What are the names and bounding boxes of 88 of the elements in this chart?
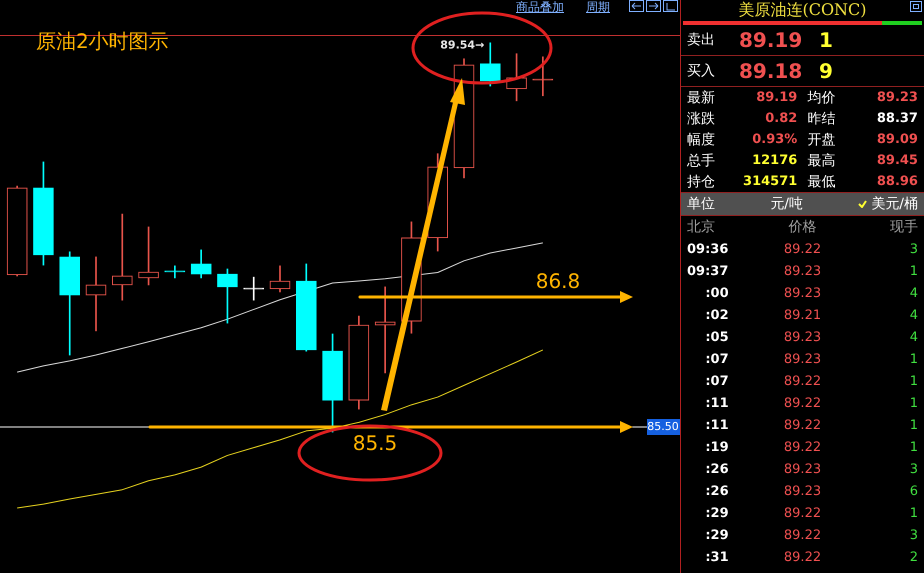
text: 4: [908, 330, 918, 344]
text: :05: [704, 330, 730, 344]
text: 现手: [890, 218, 918, 236]
text: 3: [908, 528, 918, 542]
text: :29: [704, 528, 730, 542]
text: 最低: [806, 172, 837, 190]
text: 商品叠加: [516, 0, 564, 16]
text: 89.09: [876, 132, 918, 147]
text: 09:36: [687, 242, 730, 256]
text: 2: [908, 550, 918, 564]
text: 12176: [751, 153, 798, 168]
text: 89.21: [782, 308, 822, 322]
text: 元/吨: [770, 195, 803, 213]
text: 买入: [687, 62, 716, 80]
text: 3: [908, 462, 918, 476]
candlestick: [138, 226, 159, 286]
text: :02: [704, 308, 730, 322]
text: 89.22: [782, 374, 822, 388]
chart-title: 原油2小时图示: [36, 28, 169, 55]
text: 4: [908, 286, 918, 300]
text: 09:37: [687, 264, 730, 278]
text: 1: [819, 28, 833, 52]
text: 总手: [687, 152, 716, 170]
text: 0.82: [764, 111, 798, 126]
annotation: 85.5: [352, 431, 398, 456]
text: 1: [908, 506, 918, 520]
text: :00: [704, 286, 730, 300]
candlestick: [217, 268, 238, 324]
text: 北京: [687, 218, 715, 236]
text: :19: [704, 440, 730, 454]
text: 最新: [687, 88, 716, 106]
text: 89.22: [782, 418, 822, 432]
text: 1: [908, 440, 918, 454]
text: :11: [704, 396, 730, 410]
text: 314571: [742, 174, 798, 189]
text: 89.18: [739, 59, 804, 83]
text: 1: [908, 418, 918, 432]
text: 美原油连(CONC): [737, 0, 868, 21]
text: 1: [908, 396, 918, 410]
text: 89.23: [876, 90, 918, 105]
text: 0.93%: [751, 132, 798, 147]
text: 89.23: [782, 352, 822, 366]
text: 持仓: [687, 172, 716, 190]
text: 4: [908, 308, 918, 322]
text: 3: [908, 242, 918, 256]
candlestick: [86, 256, 106, 332]
text: :11: [704, 418, 730, 432]
text: 昨结: [806, 110, 837, 128]
annotation: 86.8: [536, 269, 580, 294]
text: 最高: [806, 152, 837, 170]
annotation: 89.54→: [440, 38, 484, 52]
text: :26: [704, 484, 730, 498]
text: 单位: [687, 195, 715, 213]
text: :07: [704, 352, 730, 366]
text: 89.22: [782, 242, 822, 256]
text: 89.22: [782, 440, 822, 454]
text: 89.22: [782, 528, 822, 542]
text: 89.22: [782, 550, 822, 564]
text: 89.23: [782, 462, 822, 476]
text: :26: [704, 462, 730, 476]
text: 价格: [788, 218, 816, 236]
text: 88.37: [876, 111, 918, 126]
text: 89.23: [782, 264, 822, 278]
text: 89.23: [782, 484, 822, 498]
text: :29: [704, 506, 730, 520]
text: 89.19: [739, 28, 804, 52]
text: 幅度: [687, 130, 716, 148]
text: 美元/桶: [871, 195, 918, 213]
text: 1: [908, 264, 918, 278]
text: 89.45: [876, 153, 918, 168]
text: 89.23: [782, 286, 822, 300]
text: 9: [819, 59, 833, 83]
text: 卖出: [687, 31, 716, 49]
text: :31: [704, 550, 730, 564]
text: 89.23: [782, 330, 822, 344]
text: 1: [908, 352, 918, 366]
text: 1: [908, 374, 918, 388]
text: 开盘: [806, 130, 837, 148]
text: 均价: [806, 88, 837, 106]
text: 89.19: [755, 90, 798, 105]
text: 88.96: [876, 174, 918, 189]
text: 85.50: [647, 420, 679, 433]
text: 89.22: [782, 396, 822, 410]
text: 6: [908, 484, 918, 498]
text: :07: [704, 374, 730, 388]
text: 涨跌: [687, 110, 716, 128]
text: 89.22: [782, 506, 822, 520]
text: 周期: [586, 0, 610, 16]
